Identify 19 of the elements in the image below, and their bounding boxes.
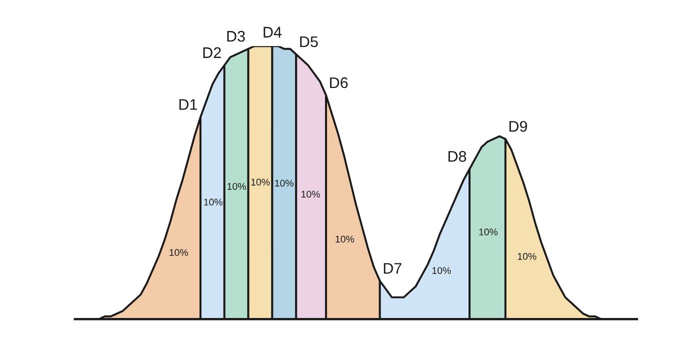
annotation: D1: [179, 99, 197, 110]
annotation: D5: [300, 36, 318, 48]
annotation: D2: [203, 47, 221, 58]
annotation: 10%: [302, 190, 320, 198]
annotation: D6: [330, 77, 348, 88]
annotation: 10%: [432, 267, 451, 274]
annotation: 10%: [228, 182, 246, 190]
annotation: D8: [448, 151, 466, 162]
annotation: D9: [509, 120, 528, 132]
annotation: 10%: [518, 252, 536, 260]
annotation: 10%: [251, 178, 270, 186]
text: D4: [264, 26, 282, 38]
annotation: D7: [384, 263, 402, 274]
annotation: 10%: [336, 236, 354, 243]
text: D3: [227, 30, 245, 42]
annotation: 10%: [479, 228, 498, 236]
annotation: 10%: [204, 198, 222, 206]
annotation: 10%: [170, 249, 188, 256]
annotation: 10%: [275, 180, 294, 187]
